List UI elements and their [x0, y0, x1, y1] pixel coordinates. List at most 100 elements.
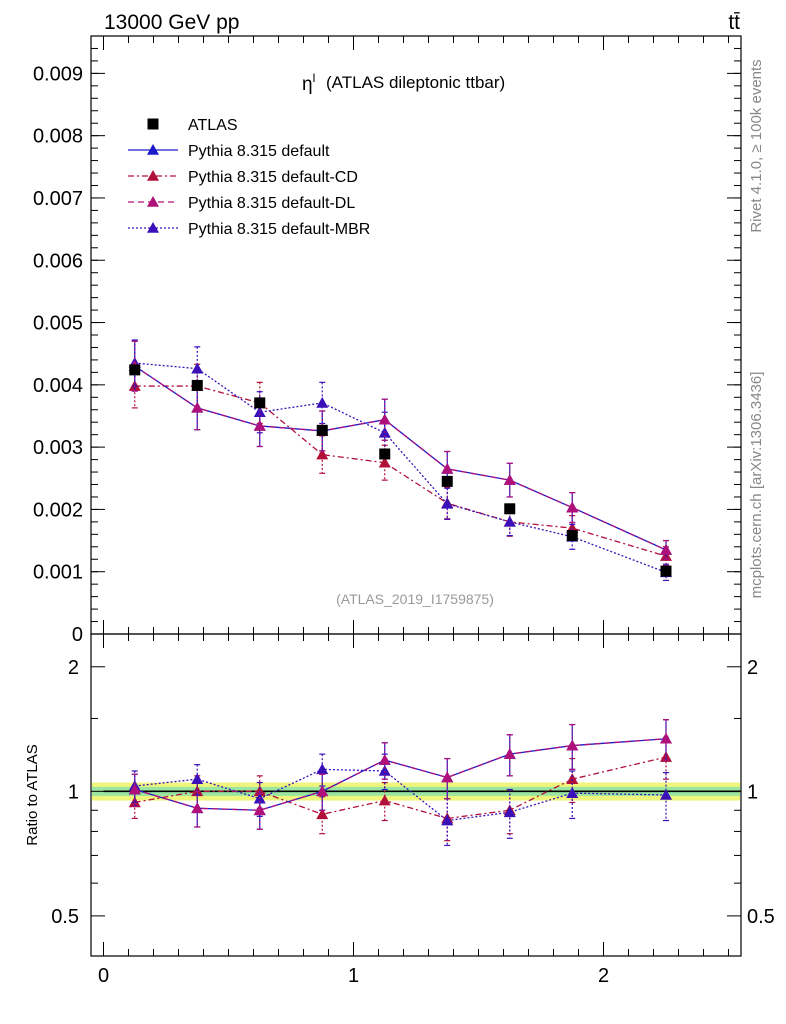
- ratio-point-dl: [253, 804, 266, 816]
- main-series-cd: [128, 363, 672, 567]
- main-point-atlas: [504, 503, 516, 515]
- main-point-atlas: [566, 530, 578, 542]
- reference-band: [92, 782, 741, 801]
- main-point-mbr: [191, 362, 204, 374]
- main-series-atlas: [129, 364, 672, 577]
- legend-marker: [147, 170, 159, 181]
- ratio-line-mbr: [134, 768, 667, 822]
- ratio-point-cd: [316, 808, 329, 820]
- main-point-atlas: [254, 397, 266, 409]
- ratio-y-tick-label-right: 0.5: [747, 906, 775, 928]
- ratio-y-label: Ratio to ATLAS: [24, 744, 41, 845]
- main-point-mbr: [503, 515, 516, 527]
- main-title-superscript: l: [313, 71, 316, 85]
- main-point-atlas: [191, 379, 203, 391]
- main-point-dl: [191, 401, 204, 413]
- y-tick-label: 0.009: [33, 63, 83, 85]
- y-tick-label: 0.008: [33, 126, 83, 148]
- main-point-atlas: [441, 475, 453, 487]
- y-tick-label: 0.004: [33, 375, 83, 397]
- ratio-y-tick-label-right: 2: [747, 657, 758, 679]
- main-point-dl: [441, 462, 454, 474]
- main-point-dl: [378, 413, 391, 425]
- legend-item-dl: Pythia 8.315 default-DL: [128, 195, 355, 212]
- rivet-label: Rivet 4.1.0, ≥ 100k events: [748, 59, 765, 232]
- x-tick-label: 1: [348, 965, 359, 987]
- main-point-dl: [503, 474, 516, 485]
- ratio-y-tick-label: 0.5: [51, 906, 79, 928]
- main-point-dl: [566, 501, 579, 513]
- main-point-mbr: [441, 497, 454, 509]
- main-point-atlas: [660, 565, 672, 577]
- site-label: mcplots.cern.ch [arXiv:1306.3436]: [748, 372, 765, 599]
- y-tick-label: 0.002: [33, 499, 83, 521]
- main-y-ticks: 0 0.001 0.002 0.003 0.004 0.005 0.006 0.007 0.00…: [33, 35, 741, 646]
- main-title-rest: (ATLAS dileptonic ttbar): [326, 73, 505, 92]
- ratio-y-tick-label: 2: [68, 657, 79, 679]
- legend-item-atlas: ATLAS: [147, 117, 238, 134]
- ratio-point-dl: [441, 771, 454, 783]
- ratio-point-cd: [378, 794, 391, 806]
- ratio-y-ticks: 0.5 0.5 1 1 2 2: [51, 657, 775, 928]
- ratio-series: [128, 719, 672, 847]
- y-tick-label: 0.005: [33, 313, 83, 335]
- legend-label: Pythia 8.315 default-CD: [188, 169, 358, 186]
- main-title-eta: ηl: [302, 71, 315, 95]
- main-series-mbr: [128, 339, 672, 582]
- legend-label: Pythia 8.315 default-DL: [188, 195, 355, 212]
- y-tick-label: 0.006: [33, 250, 83, 272]
- main-series-dl: [128, 340, 672, 560]
- main-x-ticks: [103, 36, 729, 634]
- legend-item-default: Pythia 8.315 default: [128, 143, 330, 160]
- main-point-cd: [378, 456, 391, 468]
- main-point-atlas: [316, 424, 328, 436]
- ratio-point-mbr: [660, 788, 672, 800]
- ratio-point-dl: [660, 732, 672, 744]
- legend-label: ATLAS: [188, 117, 238, 134]
- y-tick-label: 0.007: [33, 188, 83, 210]
- main-line-default: [134, 365, 667, 551]
- ratio-x-ticks: 0 1 2: [98, 634, 729, 987]
- ratio-point-mbr: [441, 814, 454, 826]
- legend-item-cd: Pythia 8.315 default-CD: [128, 169, 358, 186]
- legend-marker: [147, 196, 159, 207]
- ratio-point-dl: [191, 802, 204, 814]
- x-tick-label: 2: [598, 965, 609, 987]
- main-point-mbr: [316, 396, 329, 408]
- main-line-mbr: [134, 362, 667, 573]
- main-series-default: [128, 340, 672, 560]
- ratio-point-dl: [503, 748, 516, 759]
- legend-marker: [147, 118, 159, 130]
- main-point-atlas: [129, 364, 141, 376]
- main-panel: 0 0.001 0.002 0.003 0.004 0.005 0.006 0.007 0.00…: [33, 35, 742, 646]
- header-process: 13000 GeV pp: [104, 11, 239, 34]
- ratio-point-mbr: [566, 787, 579, 798]
- main-point-dl: [660, 543, 672, 555]
- ratio-point-cd: [566, 773, 579, 784]
- main-line-cd: [134, 385, 667, 557]
- watermark: (ATLAS_2019_I1759875): [336, 591, 494, 607]
- ratio-point-dl: [128, 783, 141, 795]
- x-tick-label: 0: [98, 965, 109, 987]
- main-title-symbol: η: [302, 74, 313, 95]
- legend-label: Pythia 8.315 default-MBR: [188, 221, 370, 238]
- ratio-series-dl: [128, 719, 672, 830]
- main-series: [128, 339, 672, 582]
- legend: ATLAS Pythia 8.315 default Pythia 8.315 de…: [128, 117, 370, 238]
- ratio-point-mbr: [503, 806, 516, 818]
- ratio-y-tick-label: 1: [68, 781, 79, 803]
- header-final-state: tt̄: [728, 11, 740, 34]
- ratio-point-dl: [566, 739, 579, 751]
- legend-label: Pythia 8.315 default: [188, 143, 330, 160]
- ratio-series-default: [128, 719, 672, 830]
- y-tick-label: 0.001: [33, 562, 83, 584]
- ratio-point-dl: [378, 754, 391, 765]
- main-point-cd: [316, 448, 329, 460]
- ratio-point-mbr: [316, 763, 329, 775]
- y-tick-label: 0.003: [33, 437, 83, 459]
- ratio-panel: 0.5 0.5 1 1 2 2 0 1 2 Ratio to ATLAS: [24, 633, 775, 987]
- main-point-dl: [253, 419, 266, 431]
- y-tick-label: 0: [72, 624, 83, 646]
- legend-item-mbr: Pythia 8.315 default-MBR: [128, 221, 370, 238]
